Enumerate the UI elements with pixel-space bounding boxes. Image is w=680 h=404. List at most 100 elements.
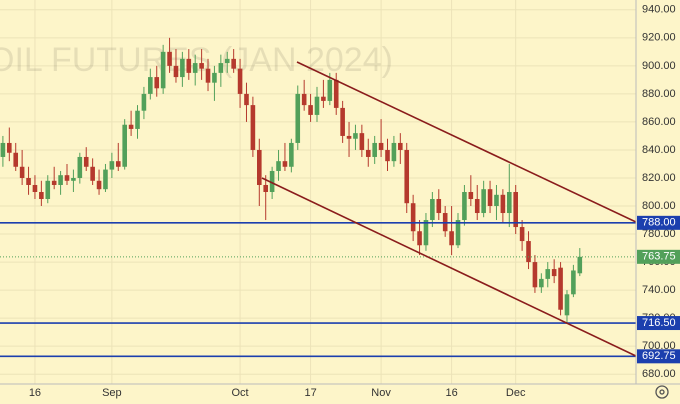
candle-body — [314, 96, 320, 115]
candle-body — [212, 72, 217, 83]
candle-body — [487, 189, 493, 207]
candle-body — [250, 105, 256, 150]
level-label-box — [637, 215, 680, 230]
level-label-box — [637, 316, 680, 331]
candle-body — [295, 93, 301, 143]
x-tick-label: 17 — [304, 387, 316, 399]
candle-body — [39, 192, 44, 200]
candle-body — [26, 177, 31, 185]
candle-body — [410, 203, 416, 232]
channel-upper — [296, 61, 637, 223]
candle-body — [51, 180, 57, 185]
x-tick-label: Dec — [506, 387, 526, 399]
candle-body — [526, 241, 531, 263]
candle-body — [398, 142, 403, 150]
candle-body — [237, 68, 243, 94]
candle-body — [148, 77, 153, 94]
candle-body — [353, 133, 358, 139]
y-tick-label: 940.00 — [642, 4, 676, 16]
x-tick-label: Oct — [232, 387, 249, 399]
settings-ring[interactable] — [655, 385, 669, 399]
watermark-title: OIL FUTURES (JAN 2024) — [0, 41, 393, 79]
candle-body — [186, 58, 192, 73]
candle-body — [494, 194, 499, 207]
candle-body — [13, 152, 19, 167]
candle-body — [577, 256, 583, 274]
candle-body — [506, 192, 512, 214]
candle-body — [571, 270, 576, 295]
candle-body — [224, 58, 230, 64]
candle-body — [45, 180, 51, 200]
candle-body — [128, 124, 134, 129]
last-price-label: 763.75 — [642, 251, 676, 263]
channel-lower — [261, 177, 637, 357]
y-tick-label: 840.00 — [642, 144, 676, 156]
candle-body — [327, 79, 333, 101]
candle-body — [96, 180, 102, 190]
y-tick-label: 800.00 — [642, 200, 676, 212]
candle-body — [289, 142, 294, 167]
candle-body — [532, 262, 538, 288]
candle-body — [103, 169, 108, 190]
candle-body — [71, 177, 76, 181]
candle-body — [462, 192, 467, 221]
x-tick-label: 16 — [29, 387, 41, 399]
candle-body — [539, 278, 544, 288]
candle-body — [257, 149, 262, 185]
candle-body — [455, 220, 461, 246]
level-label-box — [637, 349, 680, 364]
level-label: 692.75 — [642, 350, 676, 362]
candle-body — [7, 142, 12, 153]
candle-body — [199, 63, 204, 69]
candle-body — [109, 161, 115, 170]
candle-body — [359, 133, 365, 150]
candle-body — [404, 149, 410, 204]
candle-body — [385, 149, 390, 162]
candle-body — [321, 96, 326, 101]
candle-body — [244, 93, 249, 106]
candle-body — [32, 184, 38, 192]
candle-body — [218, 63, 224, 73]
settings-icon[interactable] — [655, 385, 669, 399]
y-tick-label: 700.00 — [642, 340, 676, 352]
candle-body — [545, 269, 551, 279]
candle-body — [135, 110, 140, 129]
settings-core[interactable] — [659, 389, 665, 395]
candle-body — [340, 107, 345, 136]
y-tick-label: 860.00 — [642, 116, 676, 128]
candle-body — [90, 166, 95, 181]
candle-body — [474, 199, 480, 214]
y-tick-label: 880.00 — [642, 88, 676, 100]
candle-body — [83, 156, 89, 167]
level-label: 716.50 — [642, 317, 676, 329]
y-tick-label: 740.00 — [642, 284, 676, 296]
candle-body — [333, 79, 339, 108]
x-tick-label: 16 — [445, 387, 457, 399]
candle-body — [430, 199, 435, 221]
candle-body — [436, 199, 442, 214]
candle-body — [372, 142, 377, 157]
candle-body — [180, 58, 185, 78]
candle-body — [449, 231, 454, 246]
candle-body — [519, 227, 525, 242]
y-tick-label: 680.00 — [642, 368, 676, 380]
y-tick-label: 900.00 — [642, 60, 676, 72]
candle-body — [205, 68, 211, 83]
candle-body — [417, 231, 422, 246]
x-tick-label: Sep — [102, 387, 122, 399]
candle-body — [558, 267, 563, 310]
y-tick-label: 780.00 — [642, 228, 676, 240]
candle-body — [346, 135, 352, 139]
candle-body — [282, 161, 288, 167]
candle-body — [141, 93, 147, 111]
candle-body — [308, 105, 313, 115]
candle-body — [58, 175, 63, 185]
candle-body — [276, 161, 281, 171]
candle-body — [160, 51, 166, 89]
candle-body — [263, 184, 269, 192]
y-tick-label: 920.00 — [642, 32, 676, 44]
candle-body — [122, 124, 127, 167]
candle-body — [301, 93, 307, 106]
